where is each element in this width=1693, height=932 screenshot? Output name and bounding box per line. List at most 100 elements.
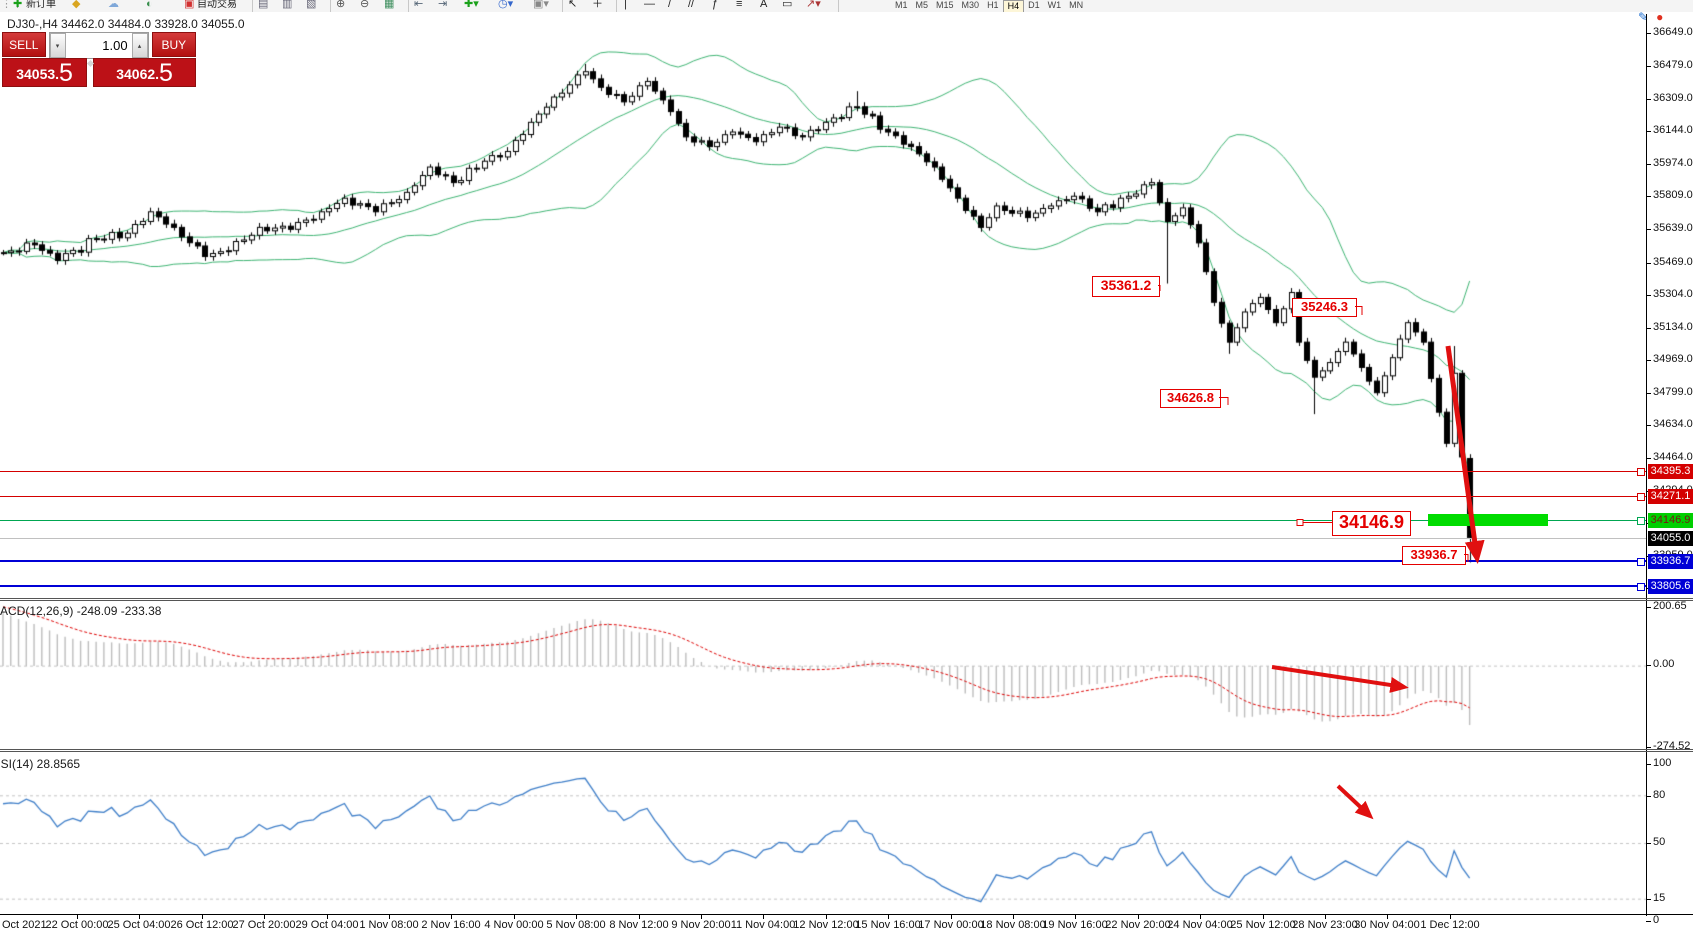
buy-price-display[interactable]: 34062. 5 bbox=[93, 58, 196, 87]
level-line-34395.3[interactable] bbox=[0, 471, 1646, 472]
sell-price-main: 34053 bbox=[16, 66, 56, 82]
time-tick-mark bbox=[888, 915, 889, 919]
cloud-icon[interactable]: ☁ bbox=[108, 0, 119, 10]
price-tick-label: 35134.0 bbox=[1653, 321, 1693, 333]
level-line-34055[interactable] bbox=[0, 538, 1646, 539]
level-line-34271.1[interactable] bbox=[0, 496, 1646, 497]
sell-button[interactable]: SELL bbox=[2, 32, 46, 57]
rsi-panel-canvas[interactable] bbox=[0, 754, 1646, 925]
time-tick-mark bbox=[639, 915, 640, 919]
rsi-tick-label: 100 bbox=[1653, 757, 1672, 769]
price-tick-mark bbox=[1646, 131, 1651, 132]
price-tick-mark bbox=[1646, 196, 1651, 197]
level-line-marker[interactable] bbox=[1637, 468, 1645, 476]
timeframe-button-m15[interactable]: M15 bbox=[936, 0, 954, 10]
zoom-in-icon[interactable]: ⊕ bbox=[336, 0, 346, 10]
sell-price-big-digit: 5 bbox=[59, 59, 73, 87]
candlestick-chart-icon[interactable]: ▥ bbox=[282, 0, 293, 10]
chat-bubble-icon[interactable]: ● bbox=[1656, 10, 1664, 24]
level-line-33936.7[interactable] bbox=[0, 560, 1646, 562]
time-axis[interactable]: Oct 2021 22 Oct 00:00 25 Oct 04:00 26 Oct 1… bbox=[0, 914, 1693, 932]
text-tool-icon[interactable]: A bbox=[760, 0, 768, 10]
time-axis-label: 1 Nov 08:00 bbox=[359, 919, 419, 931]
fibo-levels-icon[interactable]: ≡ bbox=[736, 0, 743, 10]
chart-shift-icon[interactable]: ⇥ bbox=[438, 0, 448, 10]
time-tick-mark bbox=[77, 915, 78, 919]
add-indicator-icon[interactable]: ✚▾ bbox=[464, 0, 479, 10]
cursor-icon[interactable]: ↖ bbox=[568, 0, 578, 10]
rsi-tick-mark bbox=[1646, 764, 1651, 765]
time-axis-label: 25 Oct 04:00 bbox=[107, 919, 171, 931]
pencil-icon[interactable]: ✎ bbox=[1638, 10, 1649, 24]
buy-button[interactable]: BUY bbox=[151, 32, 196, 57]
price-annotation-34626.8[interactable]: 34626.8 bbox=[1160, 389, 1221, 408]
tile-windows-icon[interactable]: ▦ bbox=[384, 0, 395, 10]
timeframe-button-w1[interactable]: W1 bbox=[1047, 0, 1062, 10]
price-annotation-33936.7[interactable]: 33936.7 bbox=[1402, 546, 1466, 565]
price-badge-34395.3: 34395.3 bbox=[1648, 464, 1693, 479]
time-axis-label: 12 Nov 12:00 bbox=[793, 919, 859, 931]
panel-separator[interactable] bbox=[0, 749, 1693, 750]
timeframe-button-m1[interactable]: M1 bbox=[895, 0, 908, 10]
chart-window[interactable]: DJ30-,H4 34462.0 34484.0 33928.0 34055.0… bbox=[0, 10, 1693, 932]
autotrade-button[interactable]: 自动交易 bbox=[197, 0, 237, 10]
label-tool-icon[interactable]: ▭ bbox=[782, 0, 793, 10]
price-annotation-34146.9[interactable]: 34146.9 bbox=[1332, 511, 1411, 536]
new-order-icon[interactable]: ✚ bbox=[13, 0, 23, 10]
template-icon[interactable]: ▣▾ bbox=[533, 0, 549, 10]
arrows-tool-icon[interactable]: ↗▾ bbox=[806, 0, 821, 10]
autotrade-icon[interactable]: ▣ bbox=[184, 0, 195, 10]
vertical-line-icon[interactable]: | bbox=[624, 0, 627, 10]
timeframe-button-h4[interactable]: H4 bbox=[1002, 0, 1025, 12]
time-tick-mark bbox=[1138, 915, 1139, 919]
crosshair-icon[interactable]: ＋ bbox=[592, 0, 603, 10]
rsi-tick-label: 15 bbox=[1653, 892, 1666, 904]
time-tick-mark bbox=[327, 915, 328, 919]
timeframe-button-mn[interactable]: MN bbox=[1069, 0, 1084, 10]
level-line-marker[interactable] bbox=[1637, 517, 1645, 525]
price-annotation-35361.2[interactable]: 35361.2 bbox=[1092, 276, 1160, 297]
fibonacci-icon[interactable]: ƒ bbox=[712, 0, 719, 10]
sell-price-display[interactable]: 34053. 5 bbox=[2, 58, 88, 87]
timeframe-button-h1[interactable]: H1 bbox=[987, 0, 999, 10]
time-tick-mark bbox=[826, 915, 827, 919]
volume-input[interactable] bbox=[65, 33, 132, 58]
panel-separator bbox=[0, 600, 1693, 601]
level-line-marker[interactable] bbox=[1637, 583, 1645, 591]
horizontal-line-icon[interactable]: — bbox=[644, 0, 655, 10]
volume-increase-button[interactable]: ▴ bbox=[131, 33, 148, 58]
periods-icon[interactable]: ◷▾ bbox=[498, 0, 514, 10]
price-tick-label: 36649.0 bbox=[1653, 26, 1693, 38]
volume-decrease-button[interactable]: ▾ bbox=[49, 33, 66, 58]
time-tick-mark bbox=[1325, 915, 1326, 919]
auto-scroll-icon[interactable]: ⇤ bbox=[414, 0, 424, 10]
support-highlight-bar[interactable] bbox=[1428, 514, 1548, 526]
time-axis-label: 17 Nov 00:00 bbox=[918, 919, 984, 931]
bar-chart-icon[interactable]: ▤ bbox=[258, 0, 269, 10]
line-chart-icon[interactable]: ▧ bbox=[306, 0, 317, 10]
time-axis-label: 27 Oct 20:00 bbox=[232, 919, 296, 931]
level-line-marker[interactable] bbox=[1637, 493, 1645, 501]
trendline-icon[interactable]: / bbox=[668, 0, 672, 10]
new-order-button[interactable]: 新订单 bbox=[26, 0, 56, 10]
price-annotation-35246.3[interactable]: 35246.3 bbox=[1292, 298, 1357, 317]
time-axis-label: 19 Nov 16:00 bbox=[1042, 919, 1108, 931]
gold-icon[interactable]: ◆ bbox=[72, 0, 81, 10]
panel-separator[interactable] bbox=[0, 598, 1693, 599]
macd-panel-canvas[interactable] bbox=[0, 602, 1646, 749]
timeframe-button-m5[interactable]: M5 bbox=[915, 0, 929, 10]
level-line-marker[interactable] bbox=[1637, 558, 1645, 566]
globe-icon[interactable]: ◐ bbox=[146, 0, 153, 10]
timeframe-button-m30[interactable]: M30 bbox=[961, 0, 980, 10]
toolbar-separator bbox=[838, 0, 839, 12]
zoom-out-icon[interactable]: ⊖ bbox=[360, 0, 370, 10]
timeframe-button-d1[interactable]: D1 bbox=[1028, 0, 1040, 10]
time-tick-mark bbox=[1013, 915, 1014, 919]
level-line-34146.9[interactable] bbox=[0, 520, 1646, 521]
channel-icon[interactable]: // bbox=[688, 0, 695, 10]
price-badge-34055.0: 34055.0 bbox=[1648, 531, 1693, 546]
time-tick-mark bbox=[701, 915, 702, 919]
main-chart-canvas[interactable] bbox=[0, 24, 1646, 598]
level-line-33805.6[interactable] bbox=[0, 585, 1646, 587]
time-axis-label: 22 Oct 00:00 bbox=[45, 919, 109, 931]
